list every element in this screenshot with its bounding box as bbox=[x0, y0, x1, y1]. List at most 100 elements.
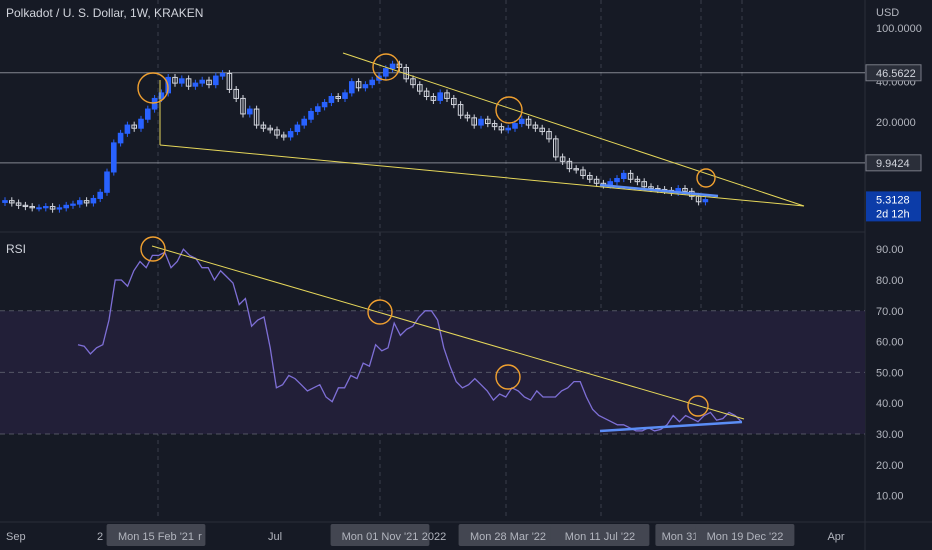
candle-body bbox=[702, 199, 709, 203]
level-price-box bbox=[865, 154, 922, 172]
candle-body bbox=[634, 178, 641, 183]
candle-body bbox=[43, 206, 49, 209]
date-marker-box bbox=[655, 524, 705, 546]
candle-body bbox=[9, 200, 15, 204]
time-tick-label: 2022 bbox=[422, 531, 446, 543]
candle-body bbox=[335, 96, 341, 99]
candle-body bbox=[553, 138, 559, 158]
candle-body bbox=[532, 124, 539, 129]
last-price-box bbox=[866, 191, 921, 222]
time-tick-label: Sep bbox=[6, 531, 26, 543]
countdown-label: 2d 12h bbox=[876, 208, 910, 220]
support-trendline bbox=[159, 144, 805, 207]
rsi-band bbox=[0, 310, 865, 435]
time-axis[interactable]: Sep 2 Mon 15 Feb '21 r Jul Mon 01 Nov '21 2022… bbox=[6, 524, 845, 546]
candle-body bbox=[83, 200, 90, 204]
candle-body bbox=[233, 88, 239, 99]
candle-body bbox=[192, 82, 199, 87]
candle-body bbox=[573, 168, 580, 171]
candle-body bbox=[253, 108, 260, 126]
date-marker-label: Mon 11 Jul '22 bbox=[565, 531, 635, 543]
rsi-indicator-label[interactable]: RSI bbox=[6, 242, 27, 256]
rsi-tick-label: 20.00 bbox=[876, 460, 904, 472]
candle-body bbox=[464, 114, 471, 119]
currency-label: USD bbox=[876, 7, 900, 19]
candle-body bbox=[90, 197, 97, 204]
rsi-tick-label: 80.00 bbox=[876, 275, 904, 287]
level-price-label: 46.5622 bbox=[876, 68, 916, 80]
candle-body bbox=[240, 97, 246, 115]
horizontal-levels bbox=[0, 72, 865, 164]
candle-body bbox=[172, 76, 178, 84]
candle-body bbox=[437, 92, 443, 101]
candle-body bbox=[260, 124, 267, 129]
candle-body bbox=[451, 97, 457, 106]
rsi-support-line bbox=[599, 420, 743, 433]
candle-body bbox=[444, 92, 450, 99]
candle-body bbox=[185, 78, 192, 87]
trendline-drawings bbox=[137, 52, 805, 433]
level-price-label: 9.9424 bbox=[876, 158, 910, 170]
price-tick-label: 100.0000 bbox=[876, 23, 922, 35]
date-marker-box bbox=[458, 524, 558, 546]
price-axis[interactable]: 100.000040.000020.000010.000046.56229.94… bbox=[865, 23, 922, 222]
candle-body bbox=[15, 202, 22, 206]
rsi-tick-label: 70.00 bbox=[876, 306, 904, 318]
candle-body bbox=[97, 191, 104, 199]
candle-body bbox=[321, 101, 328, 108]
candle-body bbox=[29, 206, 35, 209]
candle-body bbox=[56, 207, 63, 210]
candle-body bbox=[2, 200, 8, 203]
candle-body bbox=[559, 156, 566, 162]
candle-body bbox=[274, 129, 280, 136]
candle-body bbox=[138, 118, 144, 129]
candle-body bbox=[355, 81, 362, 89]
candle-body bbox=[593, 178, 600, 184]
candle-body bbox=[369, 79, 375, 86]
candle-body bbox=[417, 84, 423, 92]
candle-body bbox=[342, 92, 348, 99]
candle-body bbox=[362, 84, 369, 89]
candle-body bbox=[519, 118, 525, 125]
candle-body bbox=[512, 123, 518, 129]
candle-body bbox=[301, 118, 307, 126]
date-marker-box bbox=[550, 524, 650, 546]
last-price-label: 5.3128 bbox=[876, 194, 910, 206]
time-tick-label: 2 bbox=[97, 531, 103, 543]
highlight-circle bbox=[696, 168, 716, 188]
candle-body bbox=[430, 96, 437, 101]
date-marker-box bbox=[695, 524, 795, 546]
candle-body bbox=[22, 204, 29, 208]
candle-body bbox=[63, 204, 70, 209]
candle-body bbox=[505, 127, 511, 131]
candle-body bbox=[111, 142, 117, 173]
candle-body bbox=[383, 68, 389, 77]
highlight-circle bbox=[372, 53, 400, 81]
candle-body bbox=[49, 206, 56, 210]
candle-body bbox=[124, 124, 131, 134]
candle-body bbox=[247, 108, 253, 115]
candle-body bbox=[607, 181, 614, 186]
symbol-title[interactable]: Polkadot / U. S. Dollar, 1W, KRAKEN bbox=[6, 6, 204, 20]
candle-body bbox=[389, 63, 396, 70]
time-tick-label: Jul bbox=[268, 531, 282, 543]
date-marker-box bbox=[106, 524, 206, 546]
rsi-tick-label: 90.00 bbox=[876, 244, 904, 256]
date-marker-label: Mon 31 bbox=[662, 531, 699, 543]
date-marker-box bbox=[330, 524, 430, 546]
time-tick-label: Apr bbox=[827, 531, 844, 543]
candle-body bbox=[104, 171, 110, 193]
candle-body bbox=[308, 110, 314, 120]
rsi-tick-label: 60.00 bbox=[876, 337, 904, 349]
highlight-circle bbox=[137, 72, 169, 104]
resistance-trendline bbox=[342, 52, 805, 207]
candle-body bbox=[627, 172, 634, 180]
candle-body bbox=[641, 181, 648, 188]
candle-body bbox=[349, 81, 355, 94]
candle-body bbox=[36, 207, 42, 210]
rsi-axis[interactable]: 90.00 80.00 70.00 60.00 50.00 40.00 30.00 20.00… bbox=[876, 244, 904, 502]
candle-body bbox=[287, 131, 294, 138]
candle-body bbox=[281, 134, 287, 138]
